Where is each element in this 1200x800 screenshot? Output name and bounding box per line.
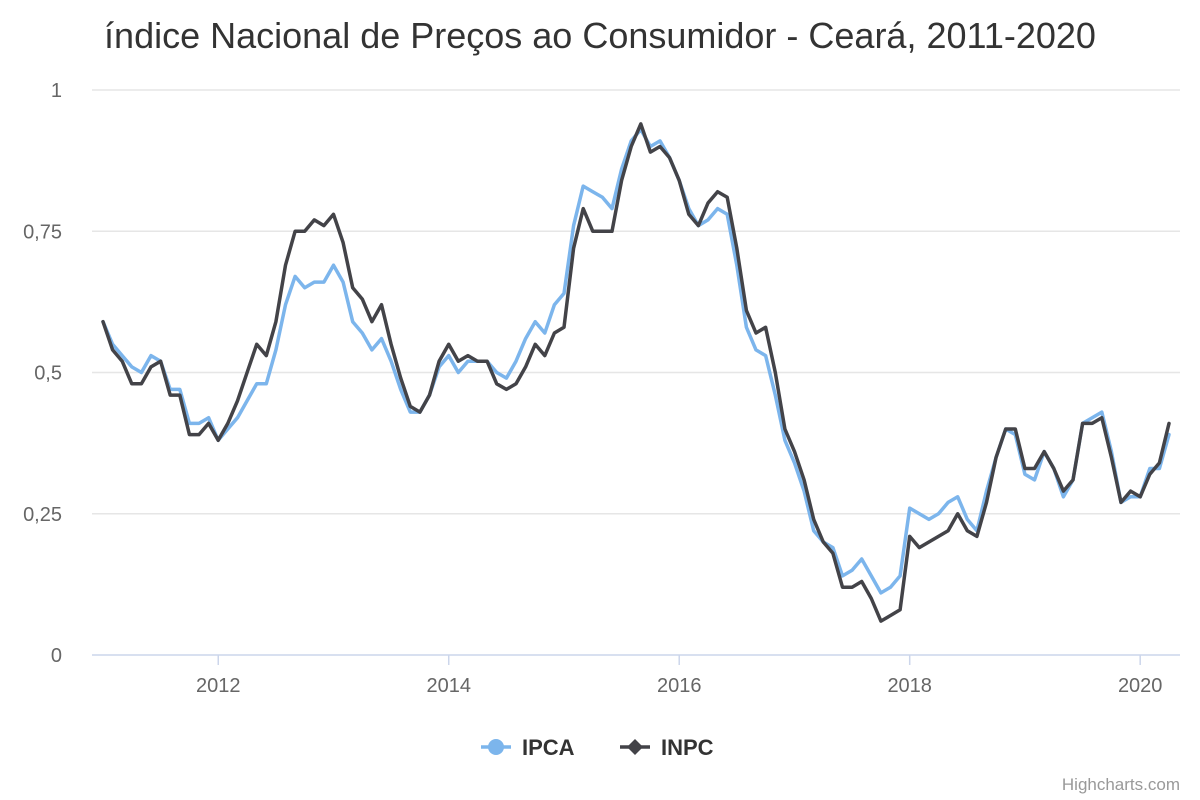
y-tick-label: 1 [51,80,62,102]
x-tick-label: 2018 [887,675,932,697]
legend-diamond-marker [627,739,643,755]
y-axis-ticks: 0 0,25 0,5 0,75 1 [23,80,62,667]
series-lines [101,122,1171,623]
legend[interactable]: IPCA INPC [481,735,714,760]
y-tick-label: 0 [51,645,62,667]
legend-label: INPC [661,735,714,760]
credits-link[interactable]: Highcharts.com [1062,775,1180,794]
legend-circle-marker [488,739,504,755]
y-tick-label: 0,75 [23,221,62,243]
legend-label: IPCA [522,735,575,760]
x-axis: 2012 2014 2016 2018 2020 [92,654,1180,697]
gridlines [92,89,1180,515]
series-line-inpc[interactable] [101,122,1171,623]
legend-item-inpc[interactable]: INPC [620,735,714,760]
y-tick-label: 0,5 [34,363,62,385]
x-tick-label: 2020 [1118,675,1163,697]
x-tick-label: 2014 [426,675,471,697]
y-tick-label: 0,25 [23,504,62,526]
x-tick-label: 2012 [196,675,241,697]
series-line-ipca[interactable] [101,127,1171,595]
x-tick-label: 2016 [657,675,702,697]
legend-item-ipca[interactable]: IPCA [481,735,575,760]
chart-title: índice Nacional de Preços ao Consumidor … [104,15,1096,56]
